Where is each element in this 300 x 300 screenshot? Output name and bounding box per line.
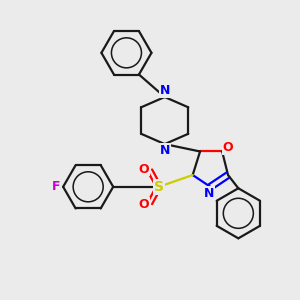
Text: N: N	[160, 144, 170, 157]
Text: N: N	[204, 187, 214, 200]
Text: F: F	[52, 180, 60, 193]
Text: S: S	[154, 180, 164, 194]
Text: N: N	[160, 84, 170, 97]
Text: O: O	[139, 163, 149, 176]
Text: O: O	[222, 141, 233, 154]
Text: O: O	[139, 198, 149, 211]
